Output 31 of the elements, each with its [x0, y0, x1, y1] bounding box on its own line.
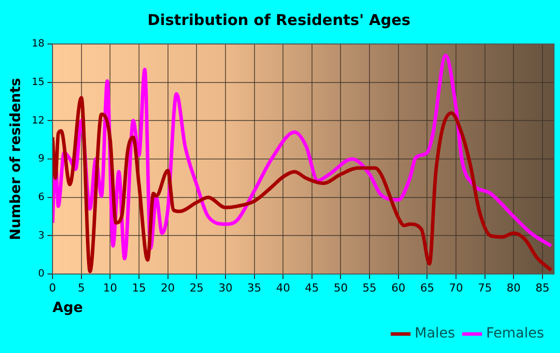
- y-tick-label: 12: [32, 115, 45, 126]
- x-tick-label: 45: [304, 281, 319, 294]
- x-tick-label: 10: [103, 281, 118, 294]
- y-tick-label: 9: [38, 154, 45, 165]
- x-tick-label: 20: [160, 281, 175, 294]
- x-tick-label: 60: [391, 281, 406, 294]
- y-axis-title: Number of residents: [8, 78, 24, 240]
- y-tick-label: 6: [38, 192, 45, 203]
- x-tick-label: 5: [78, 281, 85, 294]
- legend-label: Males: [414, 326, 456, 342]
- y-tick-label: 3: [38, 230, 45, 242]
- x-tick-label: 75: [478, 281, 492, 294]
- x-tick-label: 15: [132, 281, 146, 294]
- x-tick-label: 0: [49, 281, 56, 294]
- y-tick-label: 18: [32, 38, 45, 50]
- line-series: [52, 96, 553, 274]
- x-tick-label: 30: [218, 281, 232, 294]
- x-tick-label: 50: [334, 281, 348, 294]
- y-tick-label: 0: [38, 268, 45, 280]
- x-tick-label: 35: [247, 281, 262, 294]
- legend-label: Females: [486, 326, 544, 342]
- x-axis-title: Age: [52, 300, 83, 316]
- x-tick-label: 55: [362, 281, 377, 294]
- y-tick-label: 15: [32, 76, 45, 88]
- x-tick-label: 65: [420, 281, 434, 294]
- x-tick-label: 85: [535, 281, 550, 294]
- chart-title: Distribution of Residents' Ages: [148, 10, 411, 29]
- x-tick-label: 80: [506, 281, 521, 294]
- x-tick-label: 40: [276, 281, 290, 294]
- x-tick-label: 70: [449, 281, 464, 294]
- x-tick-label: 25: [190, 281, 204, 294]
